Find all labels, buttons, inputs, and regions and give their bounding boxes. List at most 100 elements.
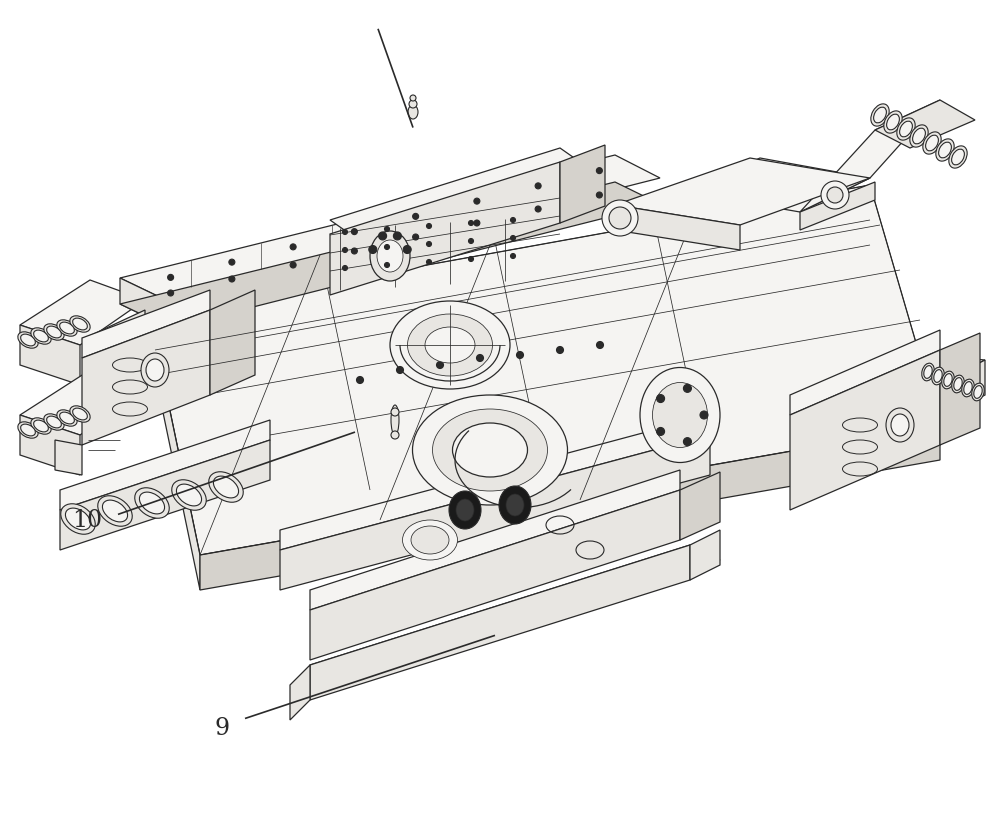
- Ellipse shape: [102, 500, 128, 522]
- Ellipse shape: [377, 240, 403, 272]
- Circle shape: [168, 290, 174, 296]
- Circle shape: [827, 187, 843, 203]
- Circle shape: [602, 200, 638, 236]
- Circle shape: [511, 253, 516, 258]
- Polygon shape: [55, 440, 82, 475]
- Ellipse shape: [18, 332, 38, 348]
- Ellipse shape: [135, 488, 169, 518]
- Circle shape: [474, 198, 480, 204]
- Ellipse shape: [652, 383, 708, 448]
- Ellipse shape: [409, 100, 417, 108]
- Ellipse shape: [141, 353, 169, 387]
- Polygon shape: [150, 315, 200, 590]
- Ellipse shape: [61, 504, 95, 534]
- Text: 10: 10: [72, 509, 102, 532]
- Circle shape: [426, 224, 432, 229]
- Circle shape: [342, 266, 348, 271]
- Polygon shape: [680, 472, 720, 540]
- Polygon shape: [20, 325, 80, 385]
- Circle shape: [700, 411, 708, 419]
- Ellipse shape: [31, 418, 51, 435]
- Ellipse shape: [874, 107, 886, 123]
- Ellipse shape: [18, 422, 38, 438]
- Ellipse shape: [172, 480, 206, 510]
- Ellipse shape: [44, 414, 64, 430]
- Ellipse shape: [972, 384, 984, 401]
- Ellipse shape: [934, 370, 942, 383]
- Circle shape: [468, 221, 474, 226]
- Ellipse shape: [871, 104, 889, 126]
- Circle shape: [396, 366, 404, 374]
- Circle shape: [683, 438, 691, 445]
- Ellipse shape: [31, 328, 51, 344]
- Circle shape: [535, 183, 541, 188]
- Polygon shape: [310, 470, 680, 610]
- Ellipse shape: [391, 431, 399, 439]
- Ellipse shape: [910, 125, 928, 147]
- Circle shape: [821, 181, 849, 209]
- Circle shape: [436, 361, 444, 369]
- Polygon shape: [60, 420, 270, 510]
- Ellipse shape: [390, 301, 510, 389]
- Polygon shape: [560, 145, 605, 223]
- Ellipse shape: [954, 378, 962, 390]
- Circle shape: [426, 259, 432, 264]
- Ellipse shape: [47, 326, 61, 338]
- Circle shape: [384, 244, 390, 249]
- Polygon shape: [330, 148, 580, 234]
- Ellipse shape: [209, 472, 243, 502]
- Ellipse shape: [924, 365, 932, 379]
- Ellipse shape: [932, 367, 944, 385]
- Polygon shape: [82, 310, 210, 445]
- Circle shape: [468, 257, 474, 262]
- Polygon shape: [860, 355, 985, 395]
- Circle shape: [413, 213, 419, 220]
- Ellipse shape: [506, 494, 524, 516]
- Circle shape: [290, 262, 296, 268]
- Circle shape: [657, 427, 665, 435]
- Ellipse shape: [410, 95, 416, 101]
- Ellipse shape: [922, 363, 934, 381]
- Polygon shape: [85, 310, 145, 345]
- Circle shape: [342, 248, 348, 253]
- Ellipse shape: [73, 319, 87, 330]
- Polygon shape: [310, 545, 690, 700]
- Ellipse shape: [939, 142, 951, 158]
- Ellipse shape: [432, 409, 548, 491]
- Circle shape: [511, 217, 516, 222]
- Ellipse shape: [139, 492, 165, 514]
- Polygon shape: [20, 415, 80, 475]
- Ellipse shape: [65, 508, 91, 530]
- Polygon shape: [615, 158, 870, 225]
- Ellipse shape: [926, 135, 938, 151]
- Ellipse shape: [34, 330, 48, 342]
- Ellipse shape: [44, 323, 64, 340]
- Polygon shape: [280, 415, 710, 550]
- Polygon shape: [20, 370, 145, 435]
- Polygon shape: [120, 278, 170, 328]
- Polygon shape: [790, 330, 940, 415]
- Ellipse shape: [411, 526, 449, 554]
- Circle shape: [413, 234, 419, 240]
- Polygon shape: [690, 530, 720, 580]
- Ellipse shape: [456, 499, 474, 521]
- Ellipse shape: [213, 476, 239, 498]
- Ellipse shape: [900, 121, 912, 137]
- Ellipse shape: [425, 327, 475, 363]
- Ellipse shape: [70, 316, 90, 332]
- Ellipse shape: [176, 484, 202, 506]
- Polygon shape: [875, 100, 975, 148]
- Circle shape: [516, 351, 524, 359]
- Circle shape: [229, 259, 235, 265]
- Text: 9: 9: [215, 717, 230, 740]
- Ellipse shape: [897, 118, 915, 140]
- Polygon shape: [790, 350, 940, 510]
- Ellipse shape: [408, 314, 492, 376]
- Circle shape: [351, 229, 357, 235]
- Polygon shape: [685, 158, 870, 212]
- Ellipse shape: [21, 334, 35, 346]
- Ellipse shape: [370, 231, 410, 281]
- Circle shape: [535, 206, 541, 212]
- Circle shape: [384, 263, 390, 267]
- Circle shape: [168, 274, 174, 281]
